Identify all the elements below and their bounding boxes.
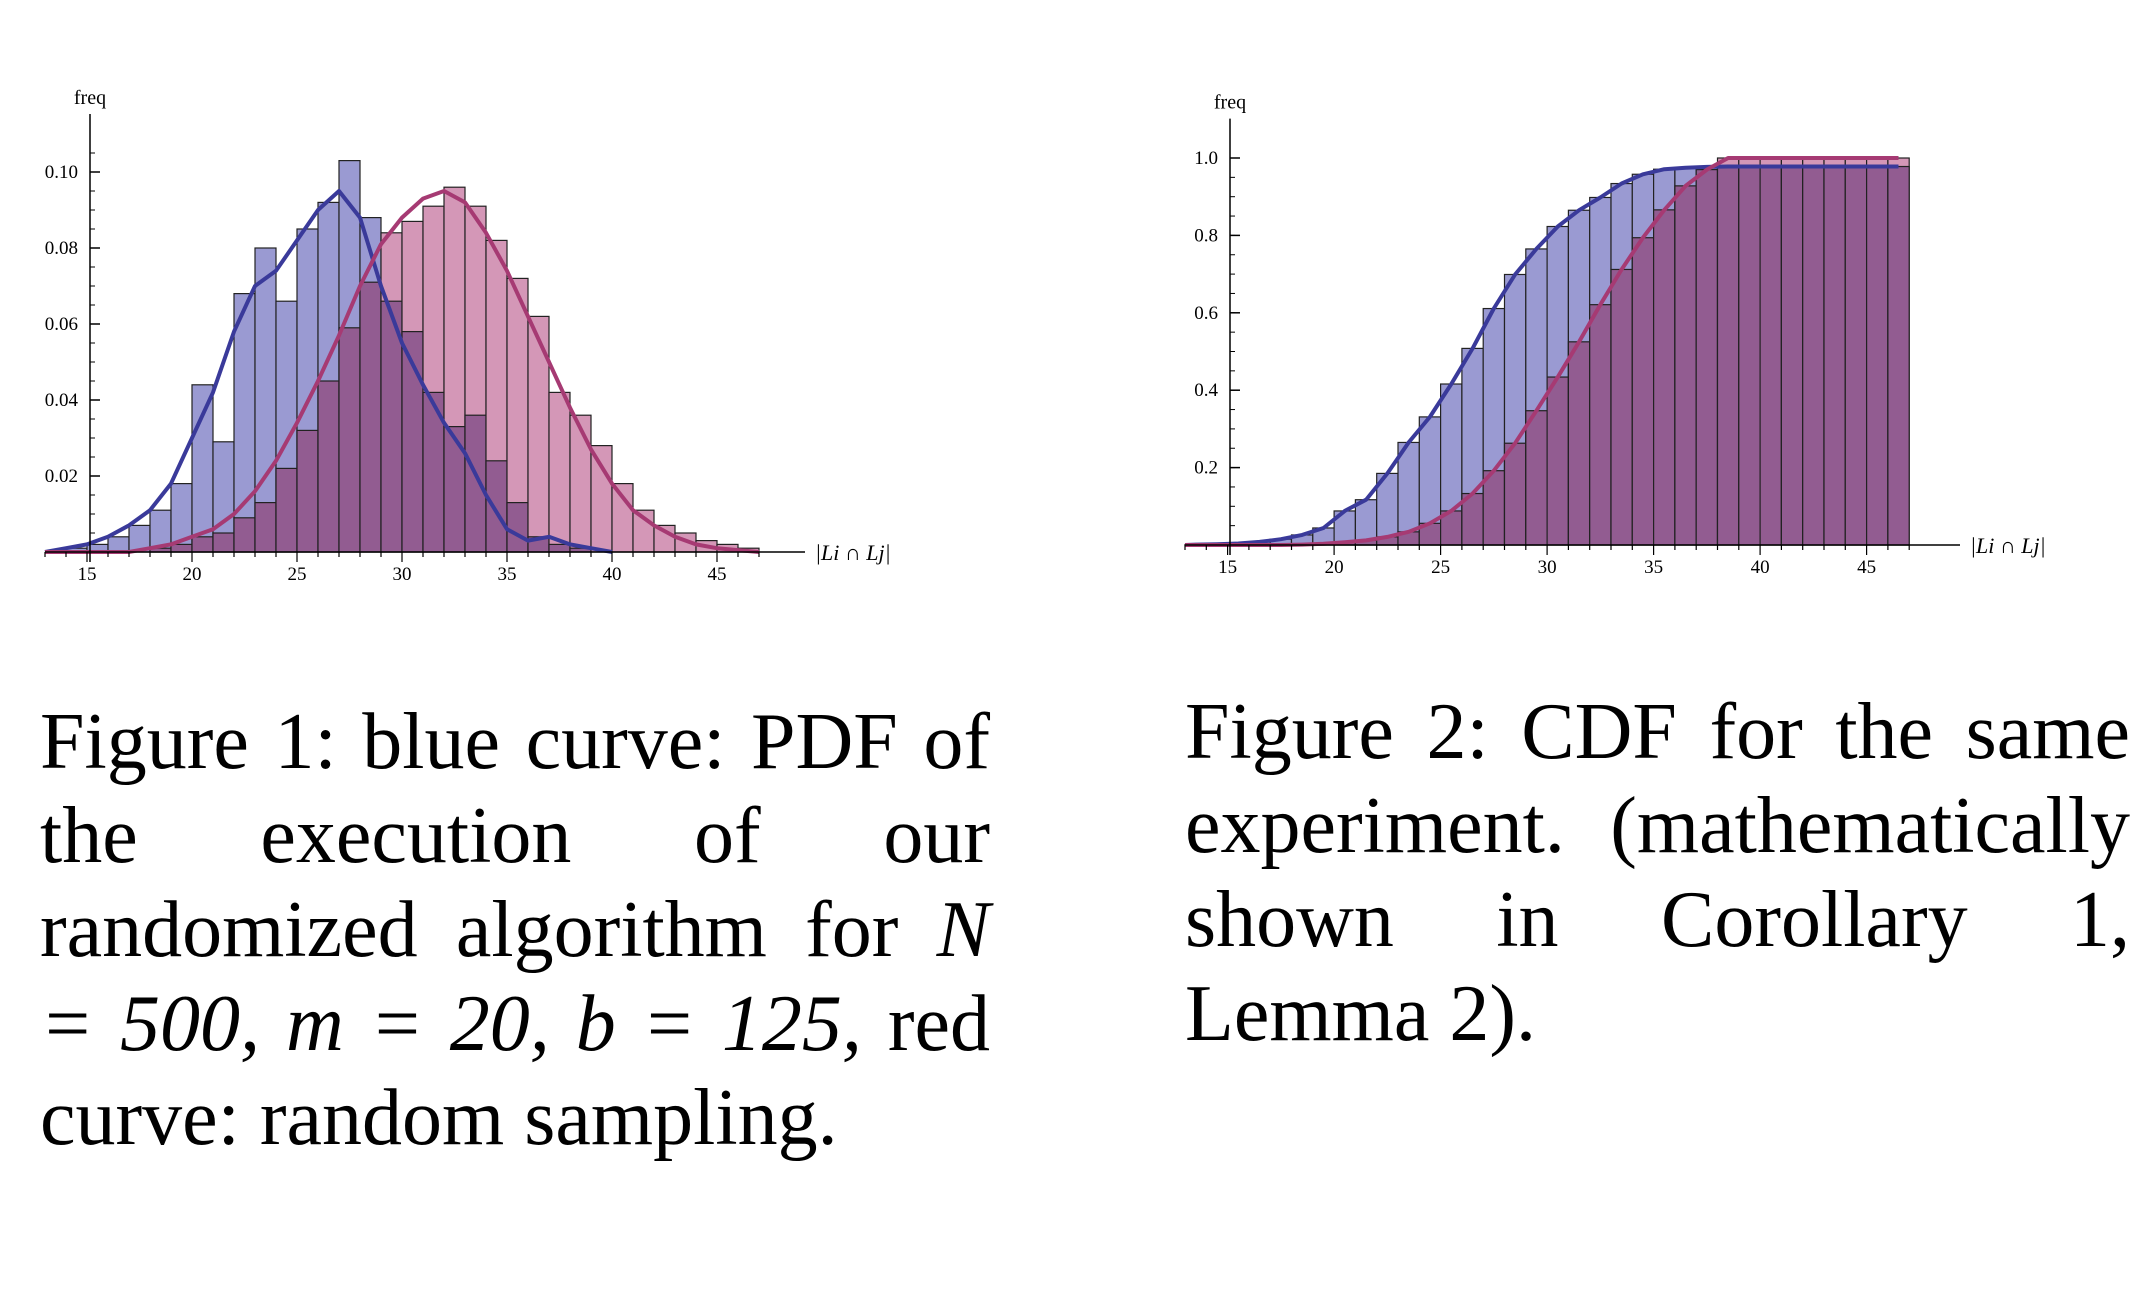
bar-blue-16 <box>107 536 130 553</box>
y-tick-label: 0.02 <box>45 466 78 487</box>
bar-red-38 <box>569 414 592 553</box>
x-tick-label: 30 <box>1538 557 1557 578</box>
red-curve <box>45 189 760 554</box>
bar-overlap-35 <box>1653 209 1676 546</box>
x-tick-label: 40 <box>1751 557 1770 578</box>
figure-2-cdf-chart: 0.2 0.4 0.6 0.8 1.0 15 20 25 30 35 40 45 freq |Li ∩ L… <box>1170 40 2130 600</box>
bar-overlap-46 <box>1887 165 1910 546</box>
x-tick-label: 15 <box>1218 557 1237 578</box>
figure-2-caption: Figure 2: CDF for the same experiment. (… <box>1185 685 2130 1061</box>
figure-1-caption-text: blue curve: PDF of the execution of our … <box>40 698 990 974</box>
bar-overlap-35 <box>506 502 529 553</box>
x-axis-label: |Li ∩ Lj| <box>815 540 891 565</box>
x-tick-label: 15 <box>78 564 97 585</box>
x-tick-label: 35 <box>1644 557 1663 578</box>
x-axis-label: |Li ∩ Lj| <box>1970 533 2046 558</box>
bar-overlap-19 <box>170 543 193 553</box>
bar-overlap-26 <box>317 380 340 553</box>
bar-overlap-40 <box>1759 165 1782 546</box>
bar-overlap-44 <box>1844 165 1868 546</box>
bar-overlap-43 <box>1823 165 1846 546</box>
x-tick-label: 40 <box>603 564 622 585</box>
x-tick-label: 45 <box>708 564 727 585</box>
bar-overlap-27 <box>338 327 361 553</box>
bar-overlap-37 <box>548 543 571 553</box>
bar-overlap-23 <box>254 502 277 553</box>
y-tick-label: 0.2 <box>1194 458 1218 479</box>
x-tick-label: 45 <box>1857 557 1876 578</box>
bar-overlap-37 <box>1695 169 1719 546</box>
x-tick-label: 20 <box>183 564 202 585</box>
x-tick-label: 20 <box>1325 557 1344 578</box>
x-tick-label: 35 <box>498 564 517 585</box>
bar-overlap-34 <box>1631 237 1655 546</box>
bar-overlap-24 <box>275 467 298 553</box>
bar-overlap-28 <box>1503 442 1527 546</box>
y-tick-label: 0.08 <box>45 238 78 259</box>
bar-overlap-21 <box>212 532 235 553</box>
y-tick-label: 0.06 <box>45 314 78 335</box>
y-tick-label: 0.8 <box>1194 225 1218 246</box>
figure-2-caption-prefix: Figure 2: <box>1185 688 1489 776</box>
y-axis-label: freq <box>74 87 106 109</box>
bar-overlap-22 <box>233 517 256 553</box>
bar-overlap-33 <box>464 414 487 553</box>
x-tick-label: 25 <box>1431 557 1450 578</box>
figure-1-caption: Figure 1: blue curve: PDF of the executi… <box>40 695 990 1165</box>
bar-overlap-32 <box>1589 304 1612 546</box>
blue-curve <box>44 189 613 554</box>
figure-1-caption-math: N = 500, m = 20, b = 125, <box>40 886 991 1068</box>
bar-overlap-33 <box>1610 268 1633 546</box>
figure-2-caption-text: CDF for the same experiment. (mathematic… <box>1185 688 2130 1058</box>
bar-red-39 <box>590 445 613 553</box>
chart-1-svg: 0.02 0.04 0.06 0.08 0.10 15 20 25 30 35 40 45 freq |L… <box>44 87 891 585</box>
bar-overlap-41 <box>1780 165 1804 546</box>
figure-1-caption-tail: red curve: random sampling. <box>40 980 990 1162</box>
bar-overlap-30 <box>1546 376 1570 546</box>
bar-overlap-34 <box>485 460 508 553</box>
bar-overlap-39 <box>1738 165 1761 546</box>
y-tick-label: 0.04 <box>45 390 79 411</box>
bar-overlap-36 <box>1674 185 1697 546</box>
bar-blue-20 <box>191 384 214 553</box>
bar-overlap-38 <box>1716 165 1740 546</box>
blue-cdf-curve <box>1184 164 1899 547</box>
bar-overlap-28 <box>359 281 382 553</box>
bar-red-37 <box>548 391 571 553</box>
y-tick-label: 0.4 <box>1194 380 1218 401</box>
bar-overlap-25 <box>296 429 319 553</box>
figure-1-caption-prefix: Figure 1: <box>40 698 337 786</box>
chart-2-svg: 0.2 0.4 0.6 0.8 1.0 15 20 25 30 35 40 45 freq |Li ∩ L… <box>1184 92 2046 578</box>
y-tick-label: 1.0 <box>1194 148 1218 169</box>
figure-1-pdf-chart: 0.02 0.04 0.06 0.08 0.10 15 20 25 30 35 40 45 freq |L… <box>20 50 940 610</box>
bar-overlap-45 <box>1865 165 1889 546</box>
x-tick-label: 30 <box>393 564 412 585</box>
bar-overlap-20 <box>191 536 214 553</box>
bar-overlap-27 <box>1482 470 1506 546</box>
bar-overlap-31 <box>1567 341 1591 546</box>
x-tick-label: 25 <box>288 564 307 585</box>
y-axis-label: freq <box>1214 92 1246 114</box>
y-tick-label: 0.6 <box>1194 303 1218 324</box>
bar-overlap-42 <box>1802 165 1825 546</box>
y-tick-label: 0.10 <box>45 162 78 183</box>
bar-overlap-29 <box>1525 410 1548 546</box>
